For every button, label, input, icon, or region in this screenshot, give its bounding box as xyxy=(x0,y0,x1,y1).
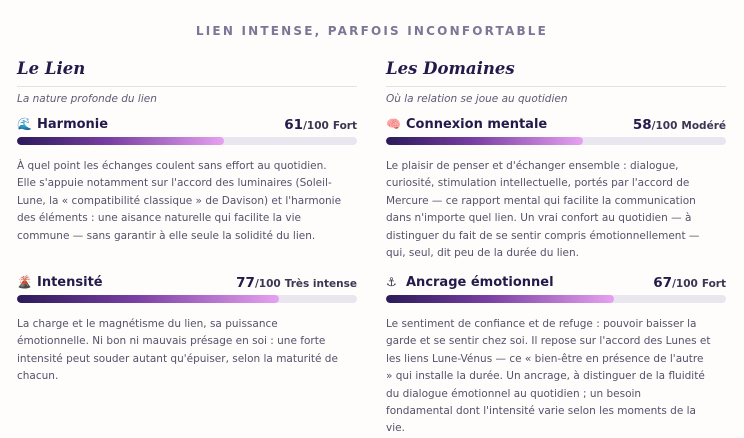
metric-description: La charge et le magnétisme du lien, sa p… xyxy=(17,318,338,383)
wave-icon: 🌊 xyxy=(17,117,32,131)
metric-name: Harmonie xyxy=(37,117,109,132)
metric-score: 67/100 Fort xyxy=(653,275,726,291)
metric-name: Connexion mentale xyxy=(406,117,548,132)
section-subtitle: Où la relation se joue au quotidien xyxy=(386,93,568,105)
score-bar xyxy=(386,137,726,145)
score-bar xyxy=(17,295,357,303)
score-bar-fill xyxy=(17,295,279,303)
metric-description: Le plaisir de penser et d'échanger ensem… xyxy=(386,160,700,260)
metric-intensite: 🌋 Intensité 77/100 Très intense La charge… xyxy=(17,274,357,386)
metric-connexion-mentale: 🧠 Connexion mentale 58/100 Modéré Le plai… xyxy=(386,116,726,262)
metric-score: 61/100 Fort xyxy=(284,117,357,133)
column-les-domaines: Les Domaines Où la relation se joue au q… xyxy=(386,58,726,434)
metric-name: Intensité xyxy=(37,275,103,290)
column-le-lien: Le Lien La nature profonde du lien 🌊 Har… xyxy=(17,58,357,382)
section-subtitle: La nature profonde du lien xyxy=(17,93,157,105)
brain-icon: 🧠 xyxy=(386,117,401,131)
metric-name: Ancrage émotionnel xyxy=(406,275,554,290)
score-bar-fill xyxy=(386,295,614,303)
metric-score: 77/100 Très intense xyxy=(236,275,357,291)
metric-score: 58/100 Modéré xyxy=(632,117,726,133)
section-title: Le Lien xyxy=(17,58,357,87)
score-bar xyxy=(17,137,357,145)
metric-harmonie: 🌊 Harmonie 61/100 Fort À quel point les é… xyxy=(17,116,357,245)
page-kicker: LIEN INTENSE, PARFOIS INCONFORTABLE xyxy=(195,24,549,38)
score-bar-fill xyxy=(17,137,225,145)
score-bar xyxy=(386,295,726,303)
metric-description: À quel point les échanges coulent sans e… xyxy=(17,160,342,242)
anchor-icon: ⚓ xyxy=(386,275,397,289)
section-title: Les Domaines xyxy=(386,58,726,87)
volcano-icon: 🌋 xyxy=(17,275,32,289)
score-bar-fill xyxy=(386,137,584,145)
metric-ancrage-emotionnel: ⚓ Ancrage émotionnel 67/100 Fort Le senti… xyxy=(386,274,726,438)
metric-description: Le sentiment de confiance et de refuge :… xyxy=(386,318,711,435)
